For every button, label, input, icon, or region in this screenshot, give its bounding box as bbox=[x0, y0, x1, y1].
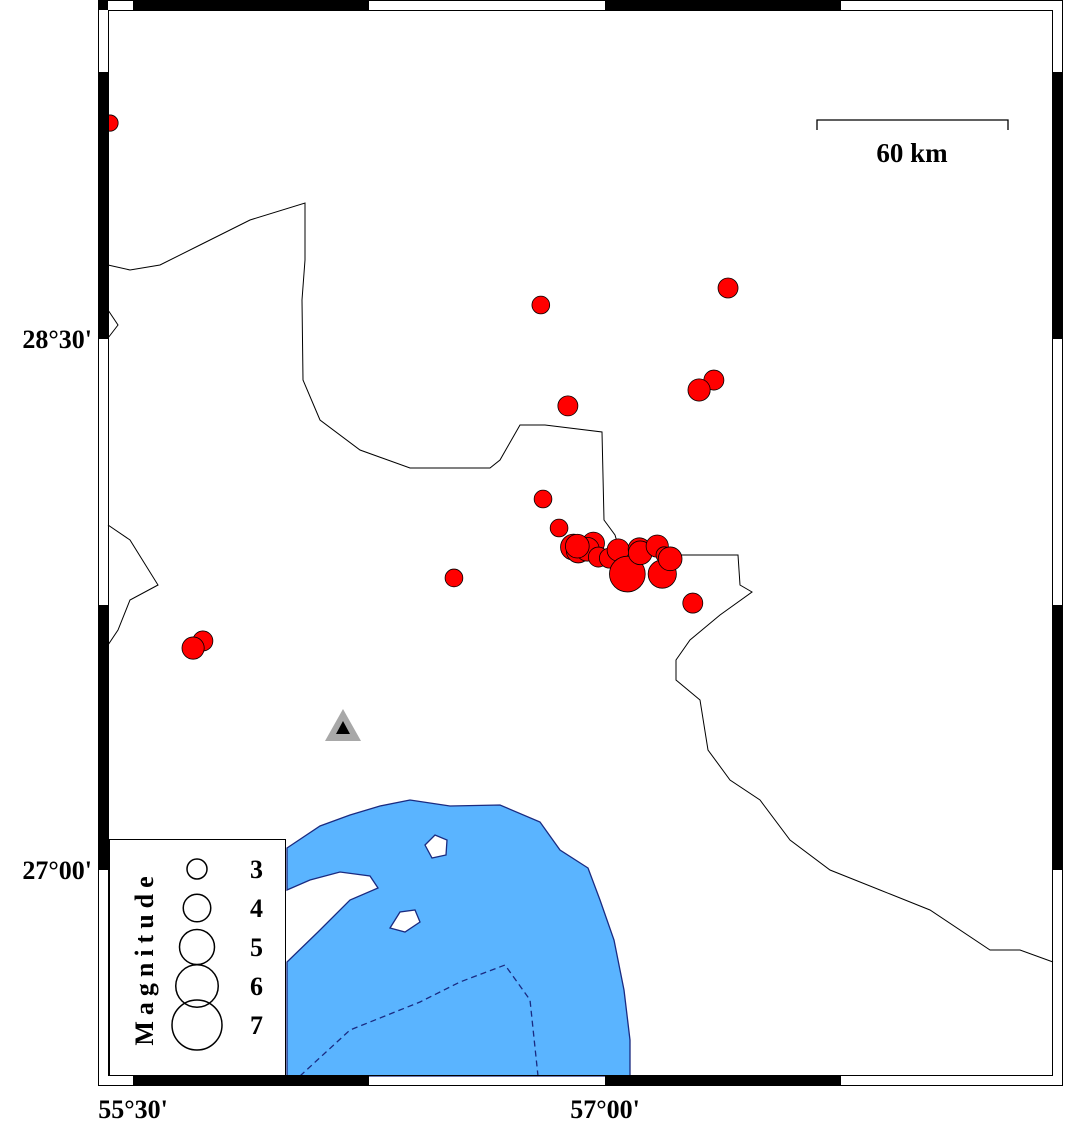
scale-bar-label: 60 km bbox=[876, 138, 948, 168]
earthquake-event bbox=[181, 636, 205, 660]
scale-bar: 60 km bbox=[816, 119, 1009, 168]
legend-circle bbox=[171, 999, 223, 1051]
legend-circle bbox=[182, 893, 212, 923]
triangle-icon bbox=[336, 721, 350, 734]
legend-label: 6 bbox=[250, 972, 263, 1001]
legend-circle bbox=[175, 964, 219, 1008]
earthquake-event bbox=[657, 546, 683, 572]
y-tick-label: 27°00' bbox=[22, 856, 92, 885]
island bbox=[388, 909, 421, 933]
earthquake-event bbox=[609, 555, 646, 593]
legend-label: 7 bbox=[250, 1011, 263, 1040]
earthquake-event bbox=[549, 518, 569, 538]
legend-label: 3 bbox=[250, 855, 263, 884]
x-tick-label: 55°30' bbox=[98, 1095, 168, 1124]
earthquake-event bbox=[565, 533, 590, 559]
map-frame bbox=[98, 0, 1063, 1086]
legend-label: 5 bbox=[250, 933, 263, 962]
station-marker bbox=[325, 709, 361, 741]
earthquake-events bbox=[101, 114, 739, 660]
earthquake-event bbox=[687, 378, 711, 402]
legend-title: Magnitude bbox=[130, 870, 159, 1045]
island bbox=[424, 834, 448, 859]
earthquake-event bbox=[444, 568, 464, 588]
earthquake-event bbox=[717, 277, 739, 299]
y-tick-label: 28°30' bbox=[22, 325, 92, 354]
earthquake-event bbox=[531, 295, 551, 315]
earthquake-event bbox=[682, 592, 704, 614]
earthquake-event bbox=[557, 395, 579, 417]
legend-label: 4 bbox=[250, 894, 263, 923]
legend-circle bbox=[186, 858, 208, 880]
legend: Magnitude 3 4 5 6 7 bbox=[109, 839, 286, 1076]
earthquake-event bbox=[533, 489, 553, 509]
x-tick-label: 57°00' bbox=[570, 1095, 640, 1124]
sea bbox=[286, 799, 631, 1077]
